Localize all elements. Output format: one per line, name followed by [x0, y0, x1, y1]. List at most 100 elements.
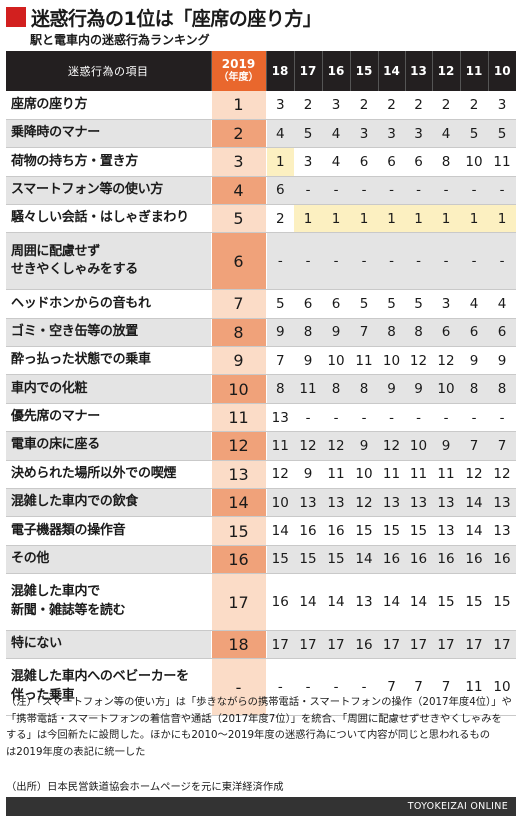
rank-cell: 11 [294, 374, 322, 404]
rank-cell: 8 [266, 374, 294, 404]
rank-cell: 13 [432, 516, 460, 546]
header-year: 12 [432, 51, 461, 91]
rank-cell: 1 [266, 147, 294, 177]
rank-cell: 14 [460, 516, 488, 546]
item-label-line: 周囲に配慮せず [11, 243, 100, 259]
item-label-line: 混雑した車内へのベビーカーを [11, 669, 189, 685]
rank-cell: 9 [460, 346, 488, 376]
rank-cell: - [432, 232, 460, 291]
item-label: 特にない [6, 630, 211, 660]
rank-cell: - [266, 232, 294, 291]
rank-cell: 4 [432, 119, 460, 149]
rank-cell: 3 [432, 289, 460, 319]
rank-cell: 4 [266, 119, 294, 149]
rank-2019-cell: 11 [210, 403, 267, 433]
rank-cell: 8 [432, 147, 460, 177]
item-label-line: 新聞・雑誌等を読む [11, 603, 126, 619]
rank-2019-cell: 12 [210, 431, 267, 461]
header-year: 14 [378, 51, 406, 91]
rank-cell: 6 [460, 318, 488, 348]
rank-2019-cell: 14 [210, 488, 267, 518]
rank-cell: 17 [322, 630, 350, 660]
rank-cell: 12 [350, 488, 378, 518]
header-year: 15 [350, 51, 379, 91]
rank-cell: 2 [350, 91, 378, 120]
rank-2019-cell: 3 [210, 147, 267, 177]
rank-cell: - [350, 232, 378, 291]
rank-cell: 3 [322, 91, 350, 120]
rank-cell: 7 [350, 318, 378, 348]
rank-cell: 1 [460, 204, 488, 234]
rank-cell: 3 [405, 119, 432, 149]
header-year-2019: 2019 [221, 57, 256, 72]
rank-cell: 1 [322, 204, 350, 234]
rank-cell: 15 [294, 545, 322, 575]
rank-cell: 9 [350, 431, 378, 461]
header-year: 10 [488, 51, 516, 91]
rank-cell: 9 [378, 374, 405, 404]
rank-cell: 15 [460, 573, 488, 631]
rank-cell: 4 [460, 289, 488, 319]
rank-cell: 15 [378, 516, 405, 546]
item-label-line: 荷物の持ち方・置き方 [11, 153, 139, 169]
rank-cell: - [460, 232, 488, 291]
item-label-line: 伴った乗車 [11, 688, 75, 704]
source-note: （出所）日本民営鉄道協会ホームページを元に東洋経済作成 [6, 781, 284, 793]
item-label: 電子機器類の操作音 [6, 516, 211, 546]
item-label-line: 電車の床に座る [11, 437, 100, 453]
rank-cell: - [322, 658, 350, 717]
rank-cell: 7 [432, 658, 460, 717]
rank-cell: - [322, 176, 350, 206]
rank-cell: 2 [378, 91, 405, 120]
rank-cell: 16 [460, 545, 488, 575]
header-year: 17 [294, 51, 323, 91]
rank-cell: 4 [488, 289, 516, 319]
rank-cell: 10 [378, 346, 405, 376]
rank-cell: 16 [405, 545, 432, 575]
item-label: 酔っ払った状態での乗車 [6, 346, 211, 376]
table-row: 荷物の持ち方・置き方 3 1 3 4 6 6 6 8 10 11 [6, 147, 516, 177]
rank-cell: - [350, 403, 378, 433]
header-2019: 2019 （年度） [211, 51, 267, 91]
rank-cell: 10 [266, 488, 294, 518]
header-year: 11 [460, 51, 489, 91]
note-line: する」は今回新たに設問した。ほかにも2010～2019年度の迷惑行為について内容… [6, 729, 491, 741]
rank-cell: - [322, 403, 350, 433]
rank-cell: 10 [322, 346, 350, 376]
rank-cell: 1 [294, 204, 322, 234]
item-label: 座席の座り方 [6, 91, 211, 120]
rank-cell: 10 [432, 374, 460, 404]
rank-cell: 6 [488, 318, 516, 348]
rank-cell: 17 [460, 630, 488, 660]
rank-cell: 5 [266, 289, 294, 319]
rank-cell: 1 [378, 204, 405, 234]
rank-cell: 9 [488, 346, 516, 376]
item-label: スマートフォン等の使い方 [6, 176, 211, 206]
rank-cell: - [294, 403, 322, 433]
table-row: その他 16 15 15 15 14 16 16 16 16 16 [6, 545, 516, 575]
rank-cell: 3 [266, 91, 294, 120]
item-label: ヘッドホンからの音もれ [6, 289, 211, 319]
table-row: 特にない 18 17 17 17 16 17 17 17 17 17 [6, 630, 516, 660]
rank-cell: 17 [432, 630, 460, 660]
item-label: 荷物の持ち方・置き方 [6, 147, 211, 177]
rank-2019-cell: 9 [210, 346, 267, 376]
rank-cell: - [460, 403, 488, 433]
rank-cell: 7 [460, 431, 488, 461]
rank-cell: 16 [322, 516, 350, 546]
rank-cell: 11 [378, 460, 405, 489]
rank-cell: 14 [378, 573, 405, 631]
rank-cell: 8 [405, 318, 432, 348]
chart-subtitle: 駅と電車内の迷惑行為ランキング [30, 33, 210, 47]
rank-cell: 13 [322, 488, 350, 518]
rank-cell: 2 [294, 91, 322, 120]
rank-cell: 17 [266, 630, 294, 660]
rank-cell: - [432, 176, 460, 206]
item-label-line: 酔っ払った状態での乗車 [11, 352, 151, 368]
rank-cell: 16 [350, 630, 378, 660]
rank-cell: 6 [378, 147, 405, 177]
rank-cell: 15 [350, 516, 378, 546]
table-row: 混雑した車内で 新聞・雑誌等を読む 17 16 14 14 13 14 14 15 15 15 [6, 573, 516, 631]
rank-cell: 4 [322, 147, 350, 177]
rank-cell: 16 [488, 545, 516, 575]
